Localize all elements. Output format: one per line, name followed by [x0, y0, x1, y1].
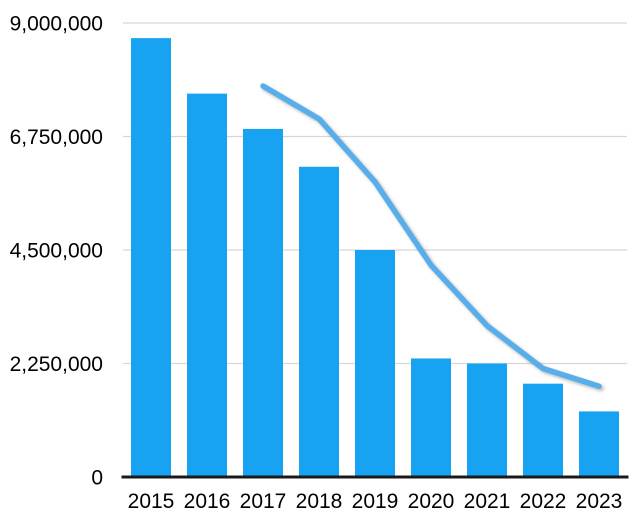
- y-axis-tick-label: 9,000,000: [10, 13, 103, 36]
- bars-group: [131, 38, 619, 478]
- y-axis-tick-label: 6,750,000: [10, 126, 103, 149]
- y-axis-labels-group: 0 2,250,000 4,500,000 6,750,000 9,000,000: [10, 13, 103, 490]
- y-axis-tick-label: 0: [91, 467, 103, 490]
- bar-2017: [243, 128, 283, 477]
- trend-line-group: [260, 83, 602, 389]
- x-axis-tick-label: 2021: [464, 490, 511, 513]
- x-axis-tick-label: 2023: [576, 490, 623, 513]
- bar-2019: [355, 250, 395, 477]
- y-axis-tick-label: 2,250,000: [10, 353, 103, 376]
- x-axis-tick-label: 2015: [128, 490, 175, 513]
- x-axis-tick-label: 2019: [352, 490, 399, 513]
- bar-2022: [523, 383, 563, 477]
- x-axis-tick-label: 2018: [296, 490, 343, 513]
- x-axis-tick-label: 2016: [184, 490, 231, 513]
- bar-2020: [411, 358, 451, 477]
- y-axis-tick-label: 4,500,000: [10, 240, 103, 263]
- x-axis-labels-group: 2015 2016 2017 2018 2019 2020 2021 2022 2023: [128, 490, 623, 513]
- x-axis-tick-label: 2017: [240, 490, 287, 513]
- bar-2015: [131, 38, 171, 478]
- bar-2016: [187, 93, 227, 477]
- x-axis-tick-label: 2020: [408, 490, 455, 513]
- bar-2023: [579, 411, 619, 477]
- x-axis-tick-label: 2022: [520, 490, 567, 513]
- bar-2021: [467, 363, 507, 477]
- bar-2018: [299, 166, 339, 477]
- trend-line: [260, 83, 602, 389]
